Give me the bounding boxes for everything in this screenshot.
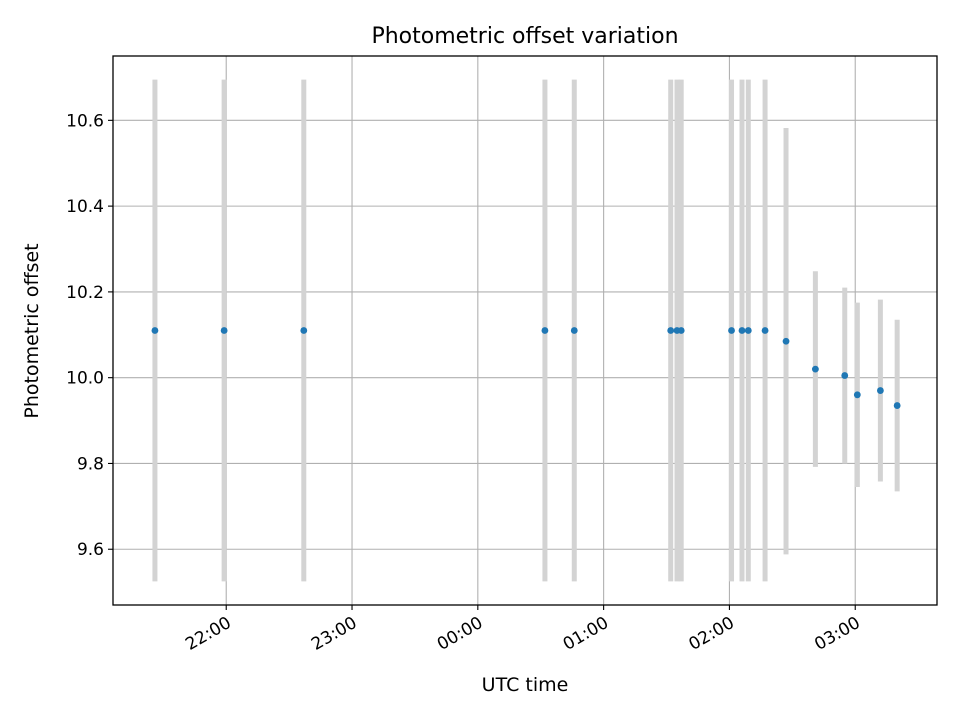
data-point (811, 365, 819, 373)
y-tick-label: 10.6 (66, 111, 104, 131)
x-axis-ticks: 22:00 23:00 00:00 01:00 02:00 03:00 (182, 605, 864, 655)
data-point (782, 337, 790, 345)
y-tick-label: 10.4 (66, 197, 104, 217)
chart-title: Photometric offset variation (371, 24, 678, 49)
data-point (220, 327, 228, 334)
y-tick-label: 9.6 (77, 540, 104, 560)
data-point (853, 391, 861, 399)
data-point (300, 327, 308, 334)
data-point (761, 327, 769, 334)
data-point (151, 327, 159, 334)
data-point (677, 327, 685, 334)
x-tick-label: 02:00 (685, 613, 737, 655)
data-point (893, 402, 901, 409)
x-tick-label: 22:00 (182, 613, 234, 655)
data-point (738, 327, 746, 334)
x-tick-label: 03:00 (811, 613, 863, 655)
data-point (841, 372, 849, 379)
y-tick-label: 9.8 (77, 454, 104, 474)
data-point (541, 327, 549, 334)
y-axis-label: Photometric offset (21, 243, 43, 418)
data-point (570, 327, 578, 334)
x-axis-label: UTC time (482, 674, 569, 696)
data-point (667, 327, 675, 334)
error-bars (152, 79, 900, 582)
data-point (744, 327, 752, 334)
x-tick-label: 01:00 (560, 613, 612, 655)
y-axis-ticks: 9.6 9.8 10.0 10.2 10.4 10.6 (66, 111, 113, 560)
y-tick-label: 10.0 (66, 369, 104, 389)
x-tick-label: 00:00 (434, 613, 486, 655)
data-point (876, 387, 884, 394)
y-tick-label: 10.2 (66, 283, 104, 303)
x-tick-label: 23:00 (308, 613, 360, 655)
plot-frame (112, 55, 938, 606)
data-points (151, 327, 901, 409)
data-point (728, 327, 735, 334)
